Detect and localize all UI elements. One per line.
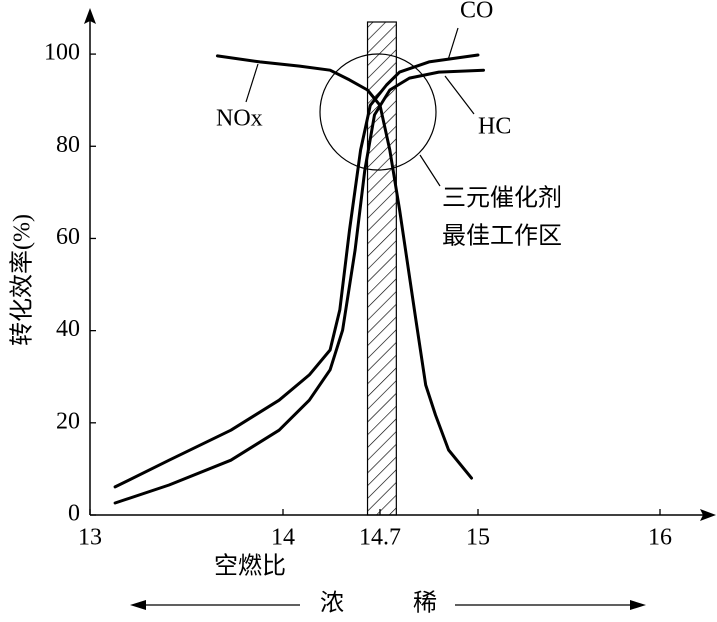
y-tick-label: 100 xyxy=(44,40,80,66)
y-axis-arrow xyxy=(84,8,96,24)
x-tick-label: 14 xyxy=(271,525,295,551)
x-tick-label: 14.7 xyxy=(359,525,401,551)
x-tick-label: 13 xyxy=(78,525,102,551)
y-axis-label: 转化效率(%) xyxy=(9,214,36,346)
lean-arrow-head xyxy=(630,600,646,610)
annotation: 三元催化剂 xyxy=(442,185,562,212)
series-label: HC xyxy=(478,114,511,140)
work-zone-circle xyxy=(319,53,437,171)
y-tick-label: 40 xyxy=(56,316,80,342)
y-tick-label: 80 xyxy=(56,132,80,158)
series-line xyxy=(215,54,473,480)
y-tick-label: 0 xyxy=(68,501,80,527)
series-line xyxy=(113,53,480,489)
direction-label: 稀 xyxy=(413,590,437,617)
x-axis-label: 空燃比 xyxy=(214,553,286,580)
rich-arrow-head xyxy=(130,600,146,610)
series-label: NOx xyxy=(216,106,263,132)
x-tick-label: 16 xyxy=(648,525,672,551)
leader-line xyxy=(419,154,441,187)
leader-line xyxy=(447,27,459,61)
y-tick-label: 20 xyxy=(56,408,80,434)
series-label: CO xyxy=(460,0,493,24)
leader-line xyxy=(245,63,259,103)
leader-line xyxy=(444,75,475,115)
annotation: 最佳工作区 xyxy=(442,223,562,250)
series-line xyxy=(113,68,485,505)
y-tick-label: 60 xyxy=(56,224,80,250)
x-tick-label: 15 xyxy=(466,525,490,551)
x-axis-arrow xyxy=(700,509,716,521)
direction-label: 浓 xyxy=(320,590,344,617)
